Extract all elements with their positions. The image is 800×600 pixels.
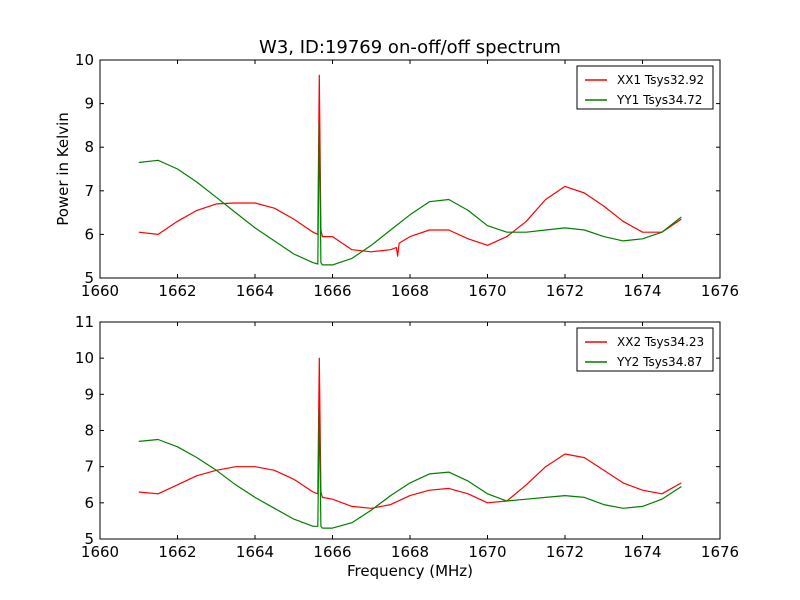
y-tick-label: 8: [84, 138, 94, 156]
legend-entry: YY2 Tsys34.87: [616, 355, 702, 369]
legend-box: [576, 65, 714, 110]
x-axis-label: Frequency (MHz): [347, 562, 473, 580]
series-line-yy1: [138, 122, 682, 266]
y-tick-label: 5: [84, 530, 94, 548]
x-tick-label: 1674: [623, 543, 661, 561]
figure-title: W3, ID:19769 on-off/off spectrum: [259, 37, 561, 58]
series-line-xx1: [138, 74, 682, 257]
y-tick-label: 10: [75, 51, 94, 69]
y-tick-label: 5: [84, 269, 94, 287]
x-tick-label: 1666: [313, 543, 351, 561]
x-tick-label: 1660: [81, 282, 119, 300]
y-tick-label: 6: [84, 494, 94, 512]
top-panel: Power in Kelvin 1660 1662 1664 1666 1668 1670…: [54, 51, 739, 300]
x-tick-label: 1662: [158, 282, 196, 300]
y-tick-label: 7: [84, 458, 94, 476]
x-tick-label: 1666: [313, 282, 351, 300]
bottom-panel: Frequency (MHz) 1660 1662 1664 1666 1668 1670…: [75, 313, 739, 580]
y-tick-label: 11: [75, 313, 94, 331]
y-tick-label: 9: [84, 95, 94, 113]
x-tick-label: 1664: [236, 543, 274, 561]
y-tick-label: 8: [84, 422, 94, 440]
series-line-xx2: [138, 357, 682, 509]
legend: XX1 Tsys32.92 YY1 Tsys34.72: [576, 65, 714, 110]
x-tick-label: 1676: [701, 543, 739, 561]
y-axis-label-top: Power in Kelvin: [54, 112, 72, 226]
x-tick-label: 1672: [546, 543, 584, 561]
legend-entry: XX2 Tsys34.23: [617, 335, 704, 349]
y-tick-label: 10: [75, 349, 94, 367]
y-tick-label: 6: [84, 225, 94, 243]
x-tick-label: 1676: [701, 282, 739, 300]
series-line-yy2: [138, 408, 682, 529]
x-tick-label: 1660: [81, 543, 119, 561]
legend-entry: XX1 Tsys32.92: [617, 73, 704, 87]
x-tick-label: 1664: [236, 282, 274, 300]
x-tick-label: 1670: [468, 543, 506, 561]
legend-box: [576, 327, 714, 372]
x-tick-label: 1662: [158, 543, 196, 561]
x-tick-label: 1668: [391, 543, 429, 561]
legend-entry: YY1 Tsys34.72: [616, 93, 702, 107]
y-tick-label: 9: [84, 385, 94, 403]
x-tick-label: 1668: [391, 282, 429, 300]
legend: XX2 Tsys34.23 YY2 Tsys34.87: [576, 327, 714, 372]
x-tick-label: 1670: [468, 282, 506, 300]
x-tick-label: 1672: [546, 282, 584, 300]
y-tick-label: 7: [84, 182, 94, 200]
x-tick-label: 1674: [623, 282, 661, 300]
